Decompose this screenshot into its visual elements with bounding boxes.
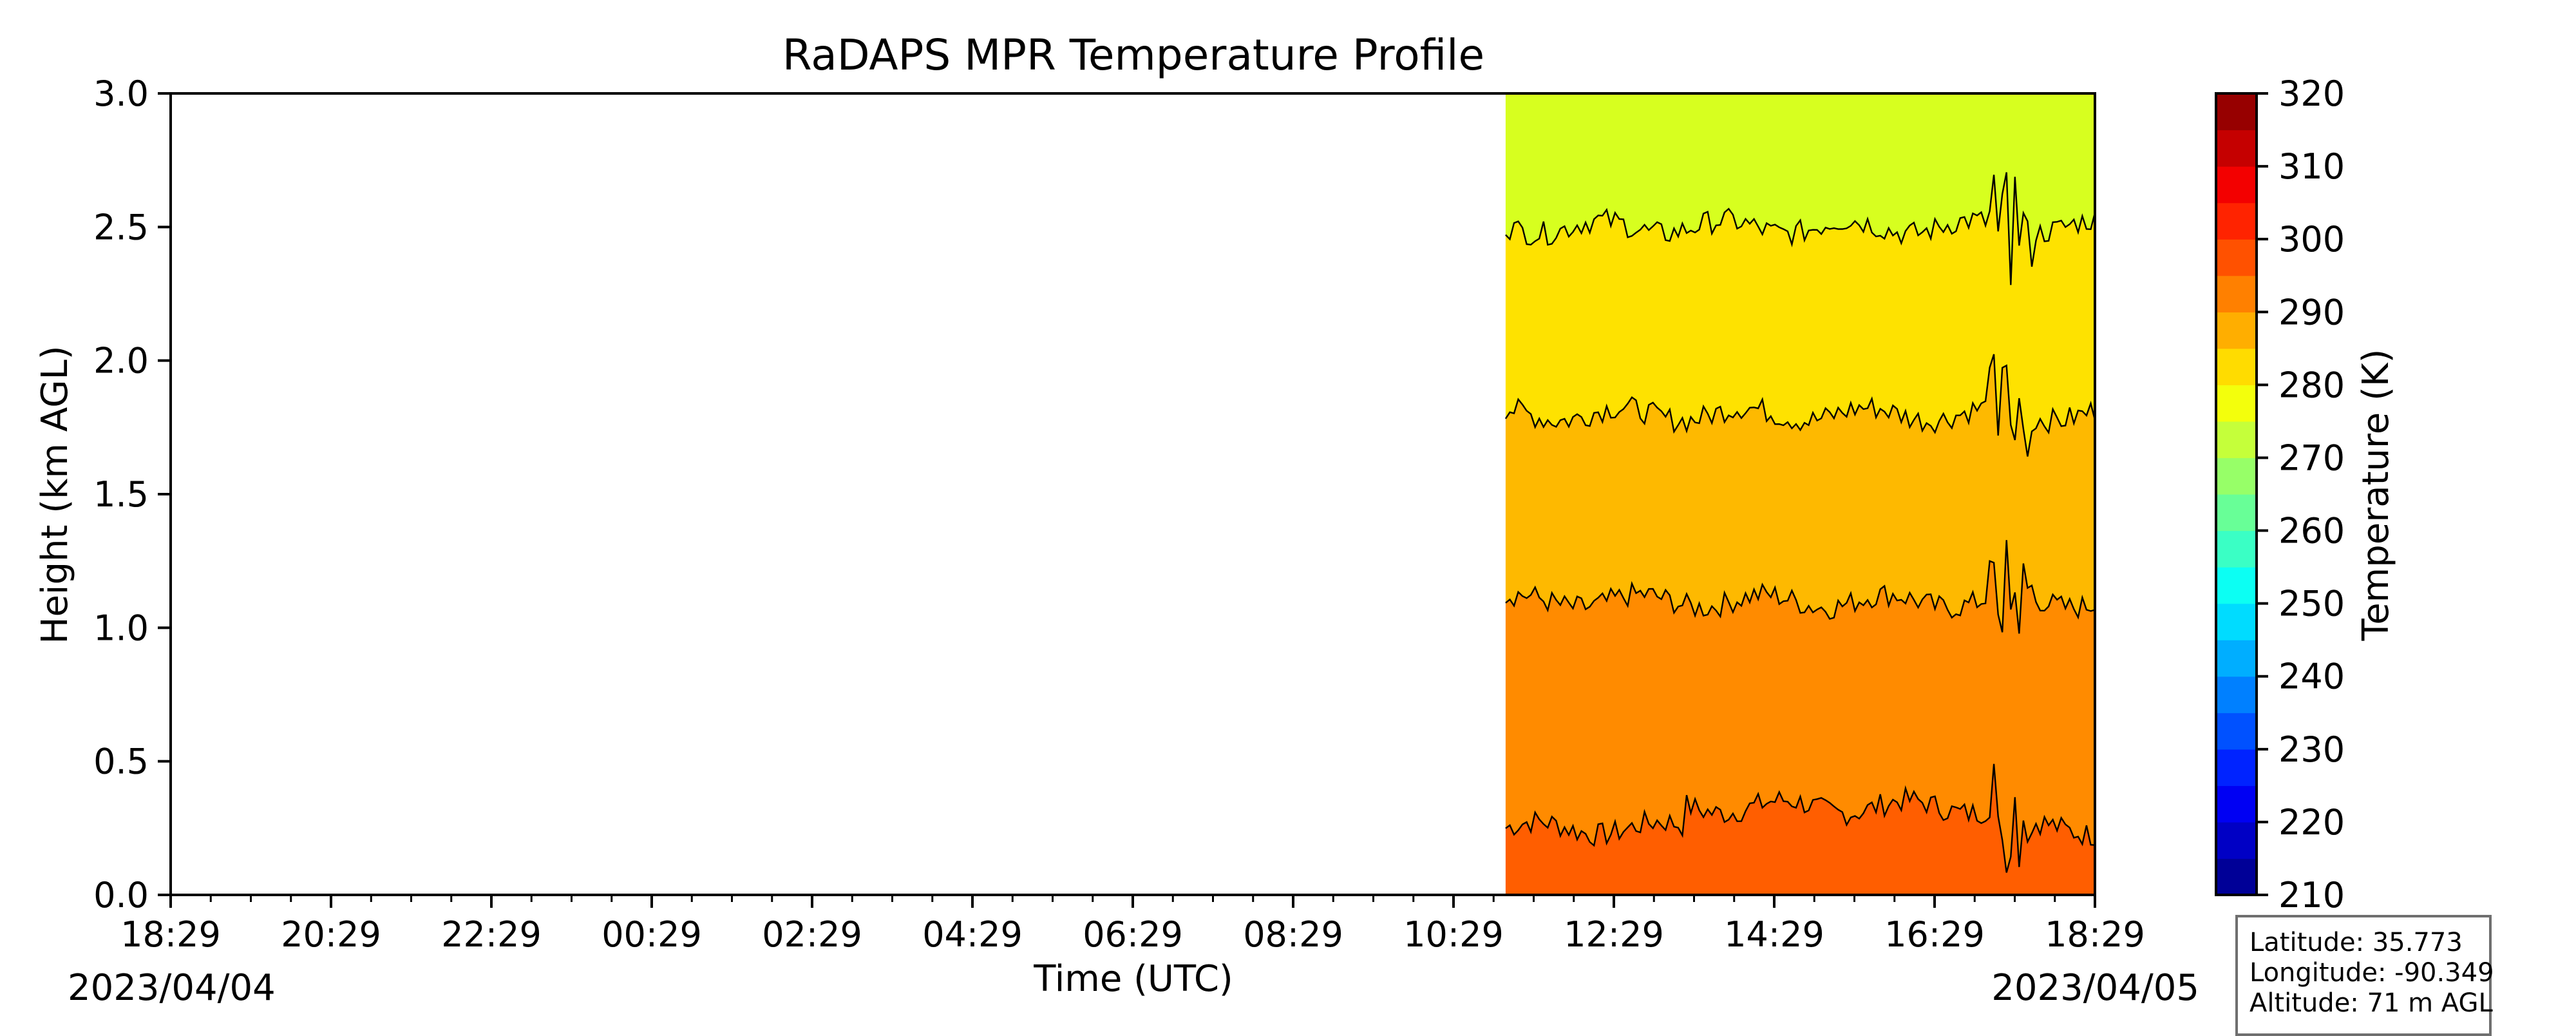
altitude-text: Altitude: 71 m AGL: [2249, 988, 2493, 1018]
start-date-label: 2023/04/04: [68, 967, 276, 1009]
y-axis-label: Height (km AGL): [34, 345, 76, 644]
colorbar-segment: [2216, 494, 2257, 532]
latitude-text: Latitude: 35.773: [2249, 928, 2463, 957]
colorbar-segment: [2216, 130, 2257, 167]
colorbar-segment: [2216, 858, 2257, 896]
colorbar-segment: [2216, 166, 2257, 204]
x-tick-label: 14:29: [1724, 914, 1824, 955]
colorbar-segment: [2216, 202, 2257, 240]
contour-line-285K: [1505, 540, 2096, 634]
x-tick-label: 02:29: [762, 914, 862, 955]
x-tick-label: 06:29: [1083, 914, 1183, 955]
colorbar-frame: [2215, 92, 2258, 896]
colorbar-tick-label: 310: [2278, 146, 2345, 187]
y-tick-label: 1.5: [93, 474, 149, 515]
x-tick-label: 20:29: [281, 914, 381, 955]
colorbar-segment: [2216, 640, 2257, 677]
colorbar-segment: [2216, 275, 2257, 312]
colorbar-label: Temperature (K): [2355, 349, 2397, 642]
colorbar-tick-label: 220: [2278, 802, 2345, 843]
colorbar-tick-label: 240: [2278, 657, 2345, 697]
plot-area: [1504, 93, 2096, 895]
colorbar-tick-label: 260: [2278, 511, 2345, 552]
temperature-band-285-290: [1505, 354, 2095, 634]
x-axis-label: Time (UTC): [1033, 958, 1233, 1000]
temperature-band-275-280: [1505, 93, 2095, 285]
x-tick-label: 10:29: [1403, 914, 1504, 955]
longitude-text: Longitude: -90.349: [2249, 958, 2494, 988]
colorbar-tick-label: 210: [2278, 875, 2345, 916]
colorbar-segment: [2216, 785, 2257, 823]
colorbar-tick-label: 250: [2278, 584, 2345, 624]
temperature-band-290-295: [1505, 540, 2095, 873]
x-tick-label: 00:29: [601, 914, 702, 955]
y-tick-label: 3.0: [93, 73, 149, 114]
y-tick-label: 1.0: [93, 608, 149, 648]
y-tick-label: 0.0: [93, 875, 149, 916]
colorbar-tick-label: 290: [2278, 292, 2345, 332]
colorbar-segment: [2216, 713, 2257, 750]
station-info-box: Latitude: 35.773 Longitude: -90.349 Alti…: [2235, 915, 2494, 1036]
x-tick-label: 18:29: [120, 914, 221, 955]
colorbar-tick-label: 280: [2278, 365, 2345, 405]
x-tick-label: 12:29: [1564, 914, 1664, 955]
colorbar-segment: [2216, 348, 2257, 385]
colorbar-segment: [2216, 421, 2257, 459]
colorbar-tick-label: 270: [2278, 437, 2345, 478]
y-tick-label: 2.5: [93, 207, 149, 247]
x-tick-label: 18:29: [2045, 914, 2145, 955]
x-tick-label: 22:29: [441, 914, 542, 955]
temperature-band-280-285: [1505, 172, 2095, 457]
colorbar-segment: [2216, 530, 2257, 568]
colorbar-tick-label: 300: [2278, 219, 2345, 260]
colorbar-segment: [2216, 749, 2257, 786]
colorbar-tick-label: 230: [2278, 729, 2345, 770]
y-tick-label: 2.0: [93, 341, 149, 381]
x-tick-label: 08:29: [1243, 914, 1343, 955]
end-date-label: 2023/04/05: [1991, 967, 2199, 1009]
axes: 18:29 20:29 22:29 00:29 02:29 04:29 06:29 08:29…: [93, 73, 2145, 955]
colorbar-segment: [2216, 239, 2257, 276]
chart-title: RaDAPS MPR Temperature Profile: [782, 30, 1484, 80]
contour-line-295K: [1505, 172, 2096, 285]
colorbar-segment: [2216, 676, 2257, 713]
contour-line-280K: [1505, 763, 2096, 873]
colorbar-tick-label: 320: [2278, 73, 2345, 114]
colorbar-segment: [2216, 457, 2257, 495]
colorbar-segment: [2216, 567, 2257, 604]
temperature-band-295-300: [1505, 763, 2095, 895]
colorbar-segment: [2216, 312, 2257, 349]
colorbar-segment: [2216, 603, 2257, 640]
x-tick-label: 04:29: [922, 914, 1023, 955]
contour-line-290K: [1504, 354, 2096, 457]
colorbar-segment: [2216, 821, 2257, 859]
x-tick-label: 16:29: [1884, 914, 1985, 955]
colorbar-segment: [2216, 93, 2257, 131]
y-tick-label: 0.5: [93, 742, 149, 782]
colorbar: 210 220 230 240 250 260 270 280 290 300 310 320: [2215, 73, 2345, 916]
colorbar-segment: [2216, 385, 2257, 422]
